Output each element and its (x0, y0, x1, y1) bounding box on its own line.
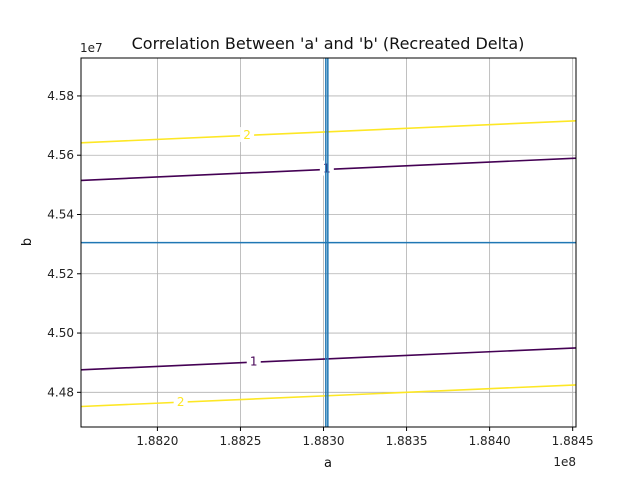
x-tick-label-3: 1.8835 (386, 434, 428, 448)
y-axis-label: b (20, 238, 35, 246)
contour-label-gap-2 (246, 353, 261, 369)
contour-label-3: 2 (177, 395, 185, 409)
y-tick-label-0: 4.48 (47, 385, 74, 399)
contour-label-0: 2 (243, 128, 251, 142)
contour-label-2: 1 (250, 354, 258, 368)
y-tick-label-5: 4.58 (47, 89, 74, 103)
axes-frame (80, 57, 577, 428)
x-tick-label-1: 1.8825 (219, 434, 261, 448)
y-tick-label-3: 4.54 (47, 207, 74, 221)
contour-label-1: 1 (323, 162, 331, 176)
y-tick-label-4: 4.56 (47, 148, 74, 162)
y-offset-text: 1e7 (80, 41, 103, 55)
y-tick-label-1: 4.50 (47, 326, 74, 340)
contour-label-gap-3 (173, 393, 188, 409)
y-tick-label-2: 4.52 (47, 267, 74, 281)
x-tick-label-4: 1.8840 (469, 434, 511, 448)
x-tick-label-2: 1.8830 (303, 434, 345, 448)
x-offset-text: 1e8 (553, 455, 576, 469)
contour-label-gap-1 (319, 160, 334, 176)
plot-area: 2 1 1 2 1.8820 1.8825 1.8830 1.8835 1.8840 1.8845… (47, 57, 594, 448)
contour-label-gap-0 (240, 127, 255, 143)
chart-title: Correlation Between 'a' and 'b' (Recreat… (132, 34, 525, 53)
x-tick-label-0: 1.8820 (136, 434, 178, 448)
x-axis-label: a (324, 456, 332, 471)
x-tick-label-5: 1.8845 (552, 434, 594, 448)
